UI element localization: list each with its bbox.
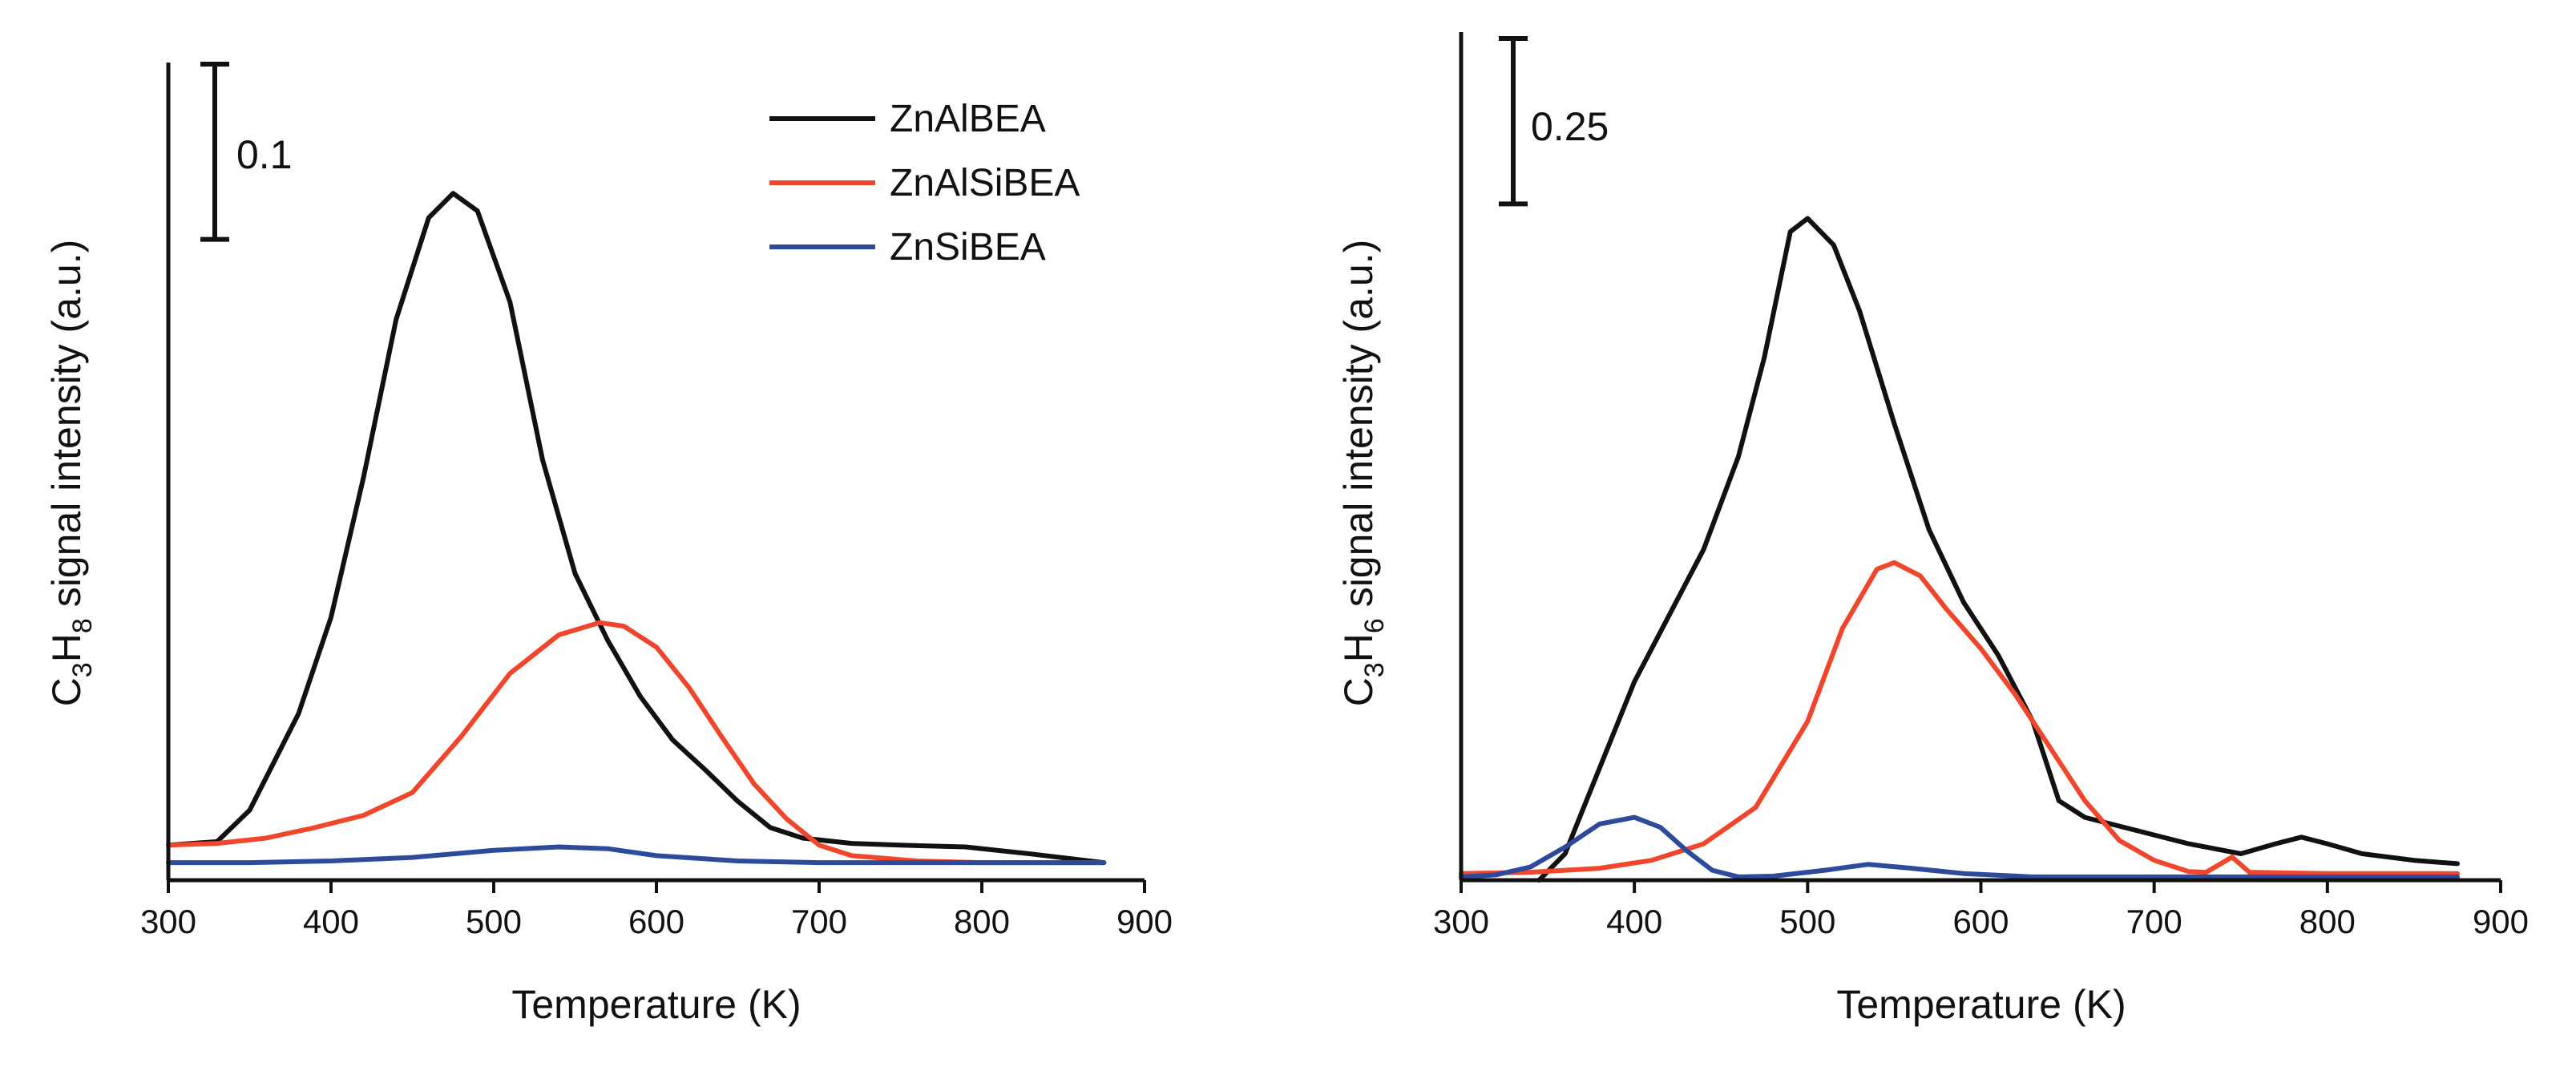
left-x-tick-label-900: 900 bbox=[1116, 903, 1173, 940]
right-x-tick-label-300: 300 bbox=[1433, 903, 1489, 940]
legend-label-znalbea: ZnAlBEA bbox=[890, 98, 1046, 140]
left-series-znalbea bbox=[166, 191, 1107, 866]
left-x-tick-label-600: 600 bbox=[628, 903, 684, 940]
left-scale-bar bbox=[200, 62, 229, 242]
right-x-tick-label-600: 600 bbox=[1952, 903, 2009, 940]
legend-label-znalsibea: ZnAlSiBEA bbox=[890, 162, 1080, 204]
left-x-tick-label-300: 300 bbox=[140, 903, 196, 940]
right-y-axis-title: C3H6 signal intensity (a.u.) bbox=[1336, 240, 1390, 707]
right-x-tick-label-400: 400 bbox=[1606, 903, 1662, 940]
right-series-znalsibea bbox=[1459, 560, 2460, 876]
left-x-tick-label-800: 800 bbox=[954, 903, 1010, 940]
right-series-znalbea bbox=[1536, 216, 2460, 883]
left-y-axis-title: C3H8 signal intensity (a.u.) bbox=[44, 240, 98, 707]
legend-label-znsibea: ZnSiBEA bbox=[890, 226, 1046, 269]
left-x-tick-label-700: 700 bbox=[791, 903, 847, 940]
left-chart: 300 400 500 600 700 800 900 0.1 ZnAlBEA ZnAlSi… bbox=[44, 62, 1173, 1027]
right-x-tick-label-500: 500 bbox=[1779, 903, 1835, 940]
right-chart: 300 400 500 600 700 800 900 0.25 Temperature (… bbox=[1336, 32, 2529, 1027]
left-series-lines bbox=[166, 191, 1107, 866]
right-series-lines bbox=[1459, 216, 2460, 883]
left-x-tick-label-400: 400 bbox=[303, 903, 359, 940]
right-scale-bar bbox=[1499, 36, 1528, 207]
right-series-znsibea bbox=[1459, 814, 2460, 879]
right-x-tick-label-800: 800 bbox=[2299, 903, 2356, 940]
left-scale-bar-label: 0.1 bbox=[236, 132, 293, 177]
left-x-tick-label-500: 500 bbox=[466, 903, 522, 940]
legend: ZnAlBEA ZnAlSiBEA ZnSiBEA bbox=[769, 98, 1080, 269]
right-scale-bar-label: 0.25 bbox=[1531, 104, 1609, 149]
right-x-ticks: 300 400 500 600 700 800 900 bbox=[1433, 880, 2529, 940]
left-x-axis-title: Temperature (K) bbox=[511, 982, 801, 1027]
right-x-tick-label-900: 900 bbox=[2473, 903, 2529, 940]
left-series-znalsibea bbox=[166, 620, 1107, 866]
left-series-znsibea bbox=[166, 844, 1107, 866]
right-x-tick-label-700: 700 bbox=[2126, 903, 2182, 940]
right-x-axis-title: Temperature (K) bbox=[1836, 982, 2126, 1027]
left-x-ticks: 300 400 500 600 700 800 900 bbox=[140, 880, 1173, 940]
